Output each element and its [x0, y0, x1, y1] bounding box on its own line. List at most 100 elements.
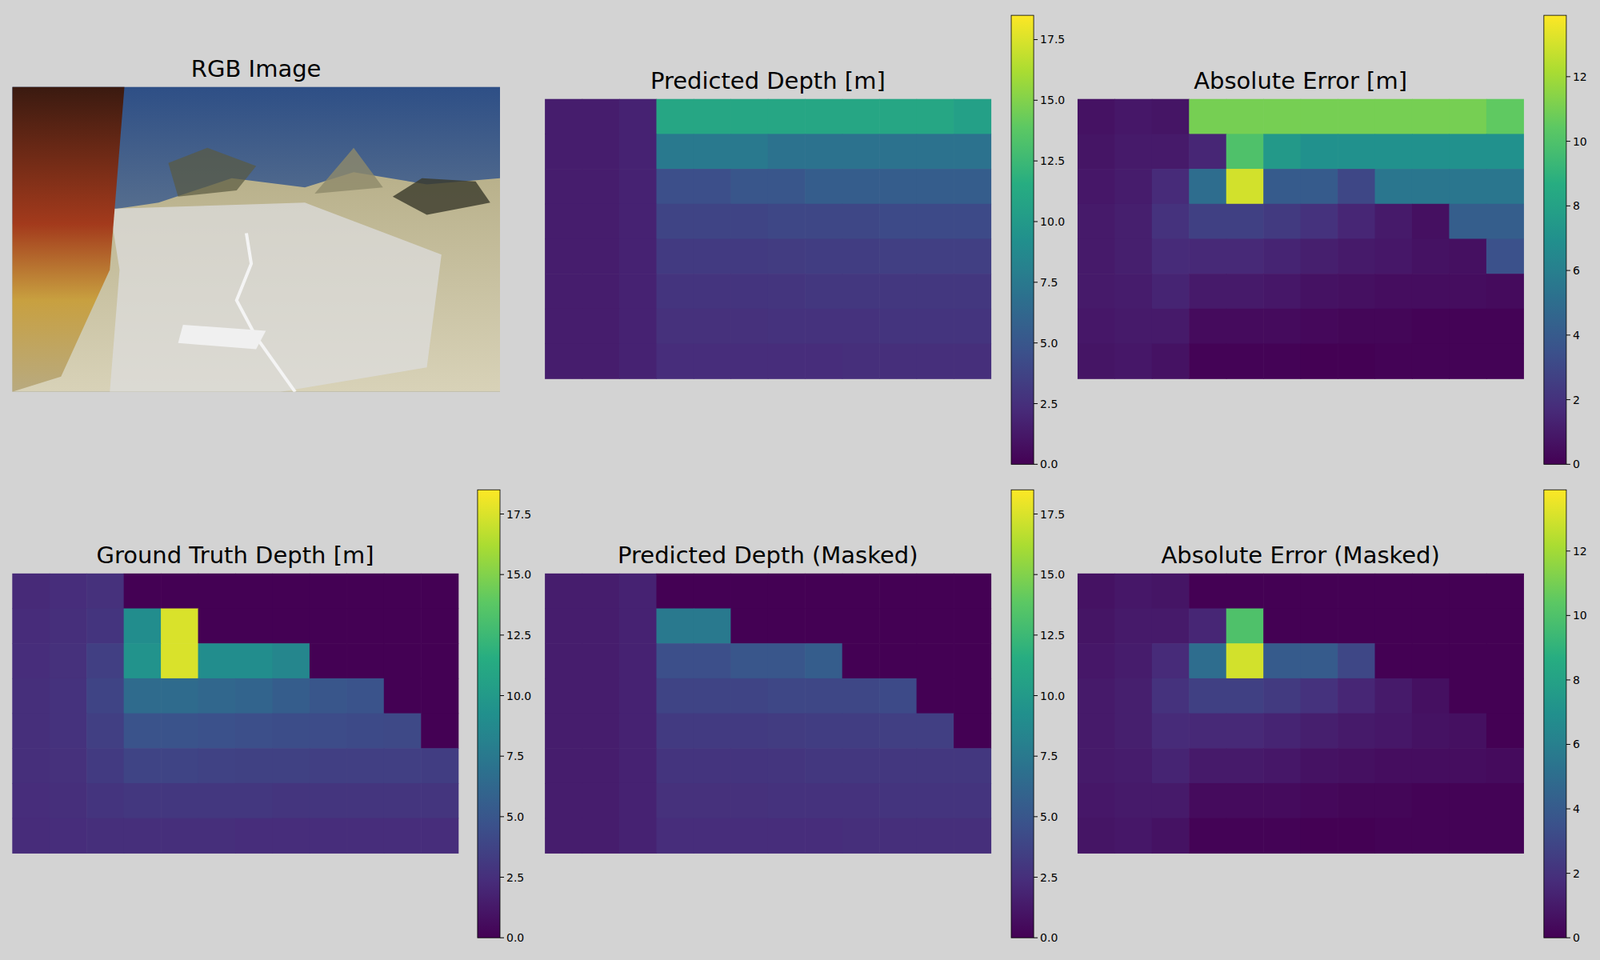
colorbar-tick-label: 17.5 — [1040, 32, 1065, 46]
colorbar-tick-label: 0 — [1572, 457, 1580, 471]
heat-cell — [582, 238, 620, 274]
heat-cell — [879, 99, 917, 135]
colorbar-tick-label: 10 — [1572, 135, 1588, 148]
heat-cell — [693, 133, 732, 169]
heat-cell — [235, 643, 273, 679]
heat-cell — [916, 204, 955, 240]
heat-cell — [1077, 818, 1116, 854]
heat-cell — [1300, 308, 1339, 344]
colorbar-tick — [1566, 76, 1571, 77]
heat-cell — [1300, 273, 1339, 309]
heat-cell — [1375, 748, 1413, 784]
heat-cell — [544, 308, 583, 344]
colorbar-tick-label: 7.5 — [1040, 276, 1058, 289]
heat-cell — [1337, 133, 1376, 169]
heat-cell — [768, 608, 806, 644]
heat-cell — [272, 818, 310, 854]
heat-cell — [953, 238, 992, 274]
heat-cell — [768, 308, 806, 344]
heat-cell — [544, 204, 583, 240]
colorbar: 0.02.55.07.510.012.515.017.5 — [1011, 15, 1065, 471]
colorbar-tick — [500, 816, 504, 817]
heat-cell — [1152, 643, 1190, 679]
heat-cell — [1412, 678, 1450, 714]
heat-cell — [1448, 748, 1487, 784]
rock-wall — [12, 86, 124, 392]
colorbar-tick — [1033, 100, 1038, 101]
heat-cell — [272, 783, 310, 819]
panel-title: Absolute Error (Masked) — [1160, 541, 1440, 569]
heat-cell — [842, 643, 880, 679]
heat-cell — [346, 713, 384, 749]
heat-cell — [235, 783, 273, 819]
heat-cell — [953, 713, 992, 749]
heat-cell — [879, 133, 917, 169]
heat-cell — [879, 678, 917, 714]
heat-cell — [582, 818, 620, 854]
heat-cell — [730, 783, 768, 819]
colorbar-tick-label: 5.0 — [1040, 336, 1058, 350]
heat-cell — [544, 713, 583, 749]
heat-cell — [1300, 608, 1339, 644]
heat-cell — [346, 573, 384, 609]
heat-cell — [1448, 133, 1487, 169]
colorbar-tick-label: 6 — [1572, 264, 1580, 277]
heat-cell — [804, 783, 843, 819]
heat-cell — [12, 713, 50, 749]
colorbar-tick — [1033, 816, 1038, 817]
heat-cell — [1448, 713, 1487, 749]
heat-cell — [49, 818, 88, 854]
colorbar-tick-label: 0.0 — [1040, 931, 1058, 944]
heat-cell — [619, 748, 657, 784]
heat-cell — [1152, 238, 1190, 274]
heat-cell — [582, 168, 620, 204]
heat-cell — [693, 204, 732, 240]
heat-cell — [1188, 783, 1227, 819]
heat-cell — [124, 713, 162, 749]
heat-cell — [86, 783, 124, 819]
heat-cell — [1077, 643, 1116, 679]
heat-cell — [1375, 783, 1413, 819]
heat-cell — [693, 818, 732, 854]
heat-cell — [86, 643, 124, 679]
heat-cell — [346, 818, 384, 854]
heat-cell — [86, 573, 124, 609]
heat-cell — [1375, 238, 1413, 274]
heat-cell — [309, 608, 348, 644]
heat-cell — [730, 748, 768, 784]
heat-cell — [693, 608, 732, 644]
colorbar-tick-label: 2 — [1572, 393, 1580, 407]
heat-cell — [1337, 783, 1376, 819]
colorbar-tick — [1033, 160, 1038, 162]
heat-cell — [1412, 573, 1450, 609]
heat-cell — [1486, 344, 1524, 380]
heat-cell — [916, 783, 955, 819]
heat-cell — [953, 133, 992, 169]
heat-cell — [1263, 608, 1301, 644]
heat-cell — [1300, 713, 1339, 749]
rock — [168, 148, 256, 197]
heat-cell — [1226, 818, 1264, 854]
heat-cell — [804, 678, 843, 714]
heat-cell — [1152, 783, 1190, 819]
heat-cell — [619, 168, 657, 204]
colorbar-tick-label: 17.5 — [1040, 508, 1065, 521]
heat-cell — [879, 344, 917, 380]
colorbar-tick-label: 15.0 — [1040, 93, 1065, 107]
heat-cell — [346, 608, 384, 644]
heat-cell — [619, 273, 657, 309]
colorbar-tick-label: 15.0 — [1040, 568, 1065, 581]
heat-cell — [768, 748, 806, 784]
heat-cell — [12, 818, 50, 854]
heat-cell — [953, 204, 992, 240]
heat-cell — [693, 99, 732, 135]
heat-cell — [384, 573, 422, 609]
heat-cell — [1337, 818, 1376, 854]
heat-cell — [582, 643, 620, 679]
heat-cell — [953, 168, 992, 204]
heat-cell — [730, 204, 768, 240]
colorbar-tick — [500, 876, 504, 878]
colorbar-tick — [1566, 937, 1571, 939]
heat-cell — [1486, 678, 1524, 714]
panel-title: Predicted Depth [m] — [650, 67, 886, 95]
